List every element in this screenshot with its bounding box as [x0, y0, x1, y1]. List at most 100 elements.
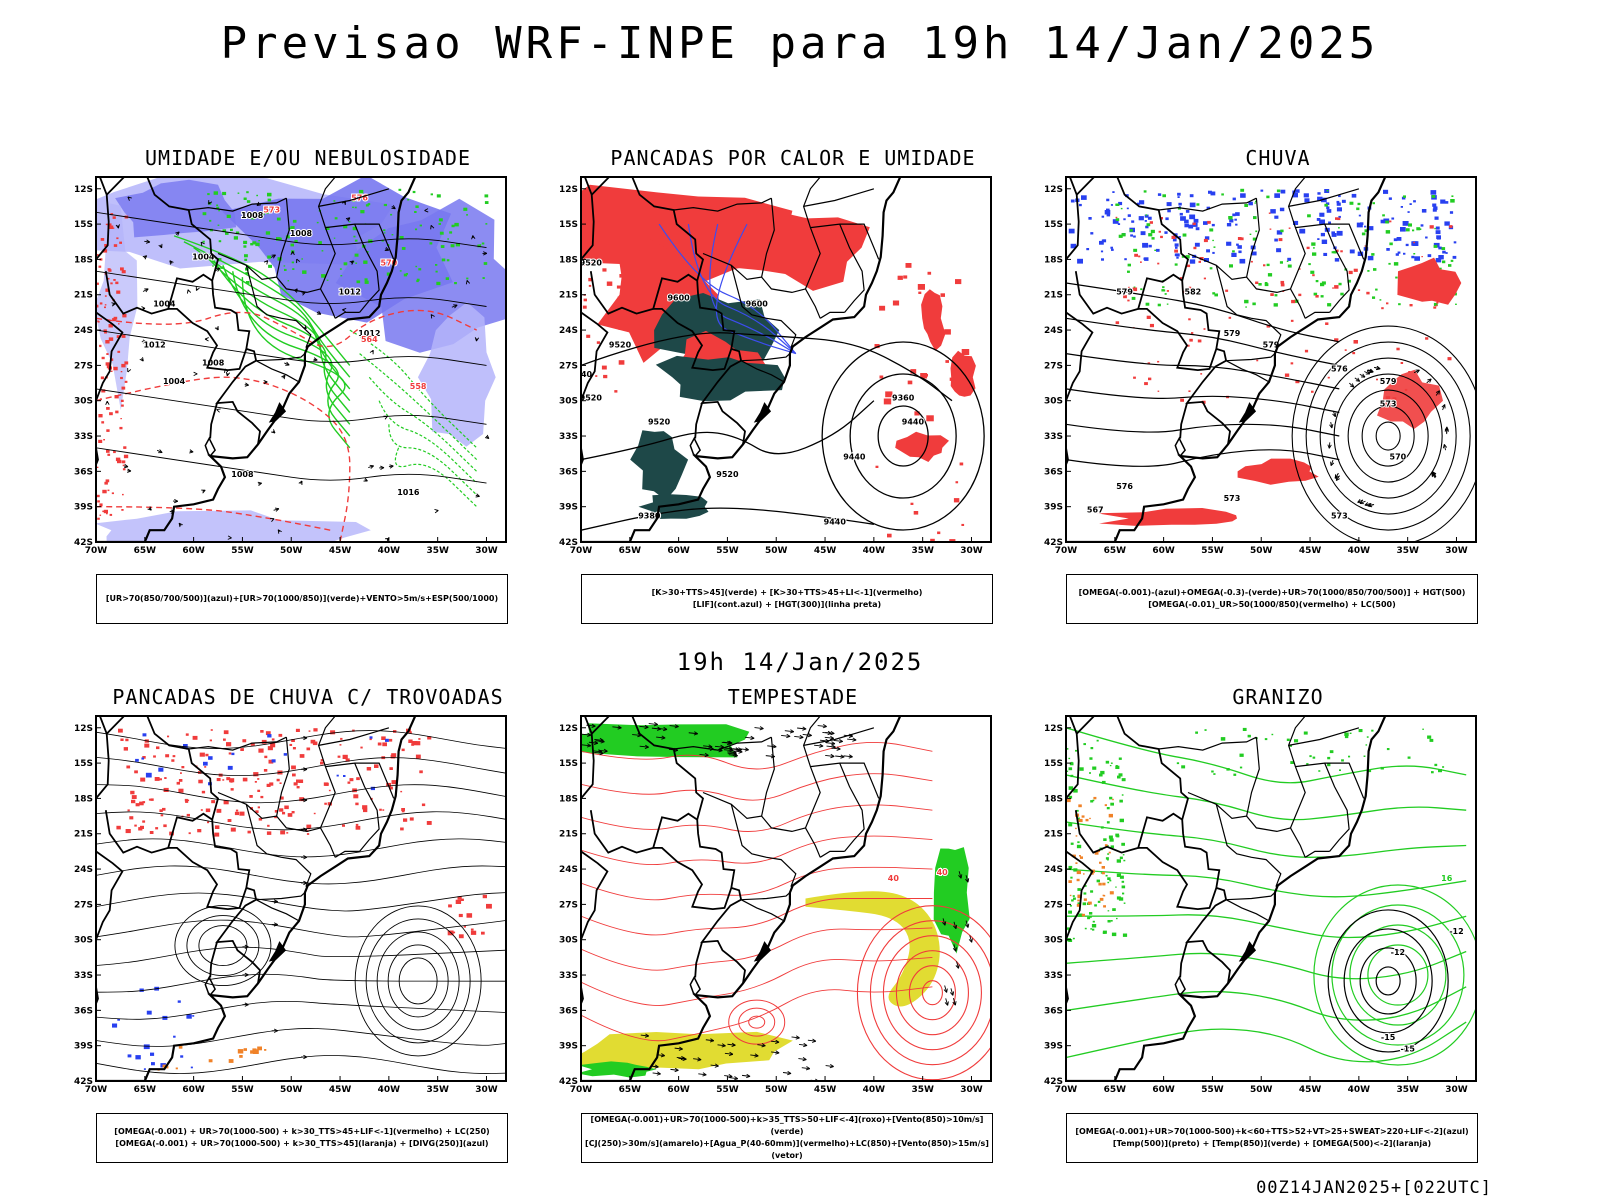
speckle [209, 739, 212, 742]
panel-legend: [OMEGA(-0.001)+UR>70(1000-500)+k>35_TTS>… [581, 1113, 993, 1163]
lat-tick-label: 30S [559, 397, 578, 407]
state-border [730, 804, 797, 887]
arrow-head [1365, 370, 1371, 375]
speckle [1337, 217, 1341, 221]
lc850-contour [921, 980, 943, 1006]
speckle [301, 258, 303, 260]
state-border [1246, 815, 1306, 858]
speckle [1419, 228, 1422, 230]
speckle [140, 777, 146, 782]
speckle [1110, 762, 1113, 764]
speckle [286, 832, 289, 834]
speckle [363, 260, 368, 264]
speckle [124, 361, 129, 365]
speckle [1078, 203, 1082, 207]
speckle [260, 730, 264, 733]
speckle [105, 223, 108, 226]
speckle [482, 894, 487, 899]
speckle [1335, 249, 1339, 252]
wind-vector [745, 736, 755, 739]
speckle [294, 239, 298, 243]
speckle [292, 747, 296, 750]
speckle [1388, 262, 1391, 265]
speckle [130, 790, 135, 795]
country-border [96, 311, 124, 402]
temp500-contour [1343, 928, 1433, 1034]
speckle [1274, 215, 1279, 219]
geography [96, 716, 417, 1081]
speckle [320, 761, 324, 765]
coastline [581, 177, 902, 542]
wind-vector [730, 748, 740, 751]
arrow-head [1415, 369, 1420, 374]
state-border [325, 762, 395, 799]
speckle [1400, 206, 1403, 208]
speckle [588, 284, 592, 287]
speckle [123, 747, 128, 751]
arrow-head [830, 753, 835, 759]
speckle [1307, 214, 1311, 218]
speckle [1290, 362, 1294, 365]
speckle [162, 807, 166, 811]
speckle [398, 188, 402, 191]
speckle [390, 754, 396, 759]
wind-vector [639, 725, 649, 728]
speckle [235, 809, 239, 812]
wind-vector [798, 1058, 807, 1061]
speckle [1200, 373, 1203, 375]
speckle [1304, 198, 1310, 203]
shaded-area [581, 1031, 793, 1070]
wind-vector [632, 734, 642, 736]
map-canvas: 404012S15S18S21S24S27S30S33S36S39S42S70W… [559, 715, 992, 1095]
speckle [333, 200, 336, 202]
speckle [1332, 287, 1334, 289]
speckle [252, 1048, 257, 1052]
speckle [202, 240, 205, 243]
speckle [216, 808, 222, 813]
lon-tick-label: 55W [1201, 1085, 1224, 1095]
speckle [1211, 223, 1215, 227]
speckle [1101, 780, 1106, 784]
speckle [1319, 212, 1325, 217]
arrow-head [124, 464, 129, 469]
speckle [1189, 259, 1196, 264]
arrow-head [389, 464, 394, 469]
speckle [264, 755, 268, 759]
state-border [1324, 223, 1350, 313]
lat-tick-label: 30S [74, 936, 93, 946]
lat-tick-label: 12S [559, 185, 578, 195]
speckle [120, 418, 122, 420]
speckle [1364, 225, 1367, 228]
country-border [1074, 810, 1183, 854]
speckle [1425, 337, 1429, 340]
speckle [1077, 899, 1080, 902]
speckle [1421, 256, 1423, 258]
speckle [267, 255, 272, 259]
speckle [913, 511, 919, 515]
speckle [1182, 290, 1186, 294]
speckle [1402, 221, 1409, 226]
valid-time-label: 19h 14/Jan/2025 [676, 648, 924, 676]
arrow-head [654, 1064, 659, 1069]
arrow-head [617, 725, 622, 730]
speckle [113, 366, 118, 371]
speckle [308, 730, 311, 732]
legend-line: [UR>70(850/700/500)](azul)+[UR>70(1000/8… [105, 594, 499, 603]
speckle [135, 803, 140, 807]
speckle [1105, 857, 1109, 860]
lat-tick-label: 12S [74, 724, 93, 734]
speckle [1372, 202, 1375, 205]
speckle [1109, 879, 1112, 882]
lon-tick-label: 30W [475, 546, 498, 556]
arrow-head [644, 724, 649, 730]
arrow-head [1427, 378, 1432, 383]
speckle [101, 389, 106, 393]
speckle [448, 904, 452, 908]
speckle [257, 1046, 262, 1051]
speckle [1107, 859, 1109, 861]
speckle [113, 244, 118, 247]
speckle [1242, 727, 1247, 731]
state-border [317, 177, 336, 290]
speckle [185, 733, 189, 736]
speckle [1131, 220, 1135, 223]
